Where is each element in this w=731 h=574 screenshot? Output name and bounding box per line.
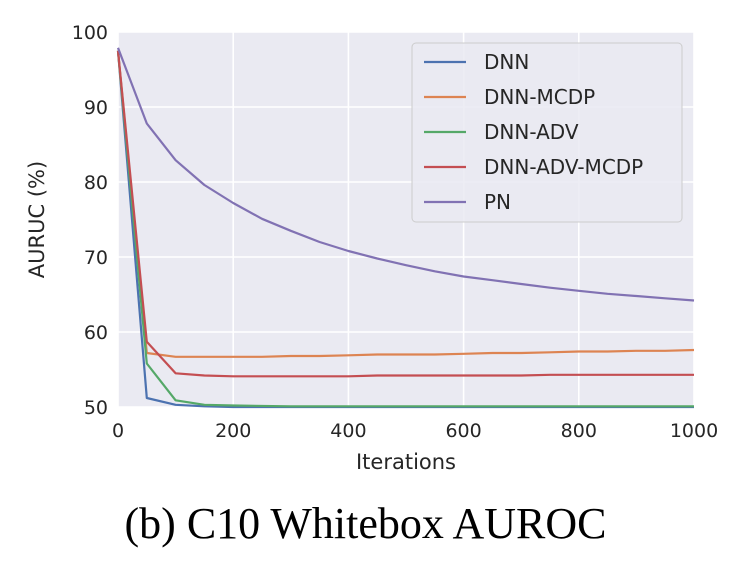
y-tick-label: 60 — [84, 322, 108, 344]
legend-entry: DNN-ADV-MCDP — [484, 155, 643, 179]
legend-entry: DNN — [484, 50, 529, 74]
y-tick-label: 90 — [84, 97, 108, 119]
series-lines — [116, 47, 695, 409]
series-line-dnn-mcdp — [116, 50, 695, 358]
series-line-pn — [116, 47, 695, 302]
x-axis-label: Iterations — [356, 450, 456, 474]
figure-caption: (b) C10 Whitebox AUROC — [124, 499, 607, 548]
x-tick-label: 200 — [215, 420, 251, 442]
x-axis-ticks: 0 200 400 600 800 1000 — [112, 420, 718, 442]
y-tick-label: 80 — [84, 172, 108, 194]
y-tick-label: 100 — [72, 22, 108, 44]
y-axis-label: AURUC (%) — [25, 161, 49, 278]
x-tick-label: 800 — [561, 420, 597, 442]
y-tick-label: 70 — [84, 247, 108, 269]
series-line-dnn-adv-mcdp — [116, 50, 694, 378]
legend-box — [411, 42, 683, 223]
x-tick-label: 400 — [330, 420, 366, 442]
legend-entry: PN — [484, 190, 511, 214]
legend-entry: DNN-ADV — [484, 120, 579, 144]
legend: DNN DNN-MCDP DNN-ADV DNN-ADV-MCDP PN — [411, 42, 683, 223]
x-tick-label: 0 — [112, 420, 124, 442]
y-tick-label: 50 — [84, 397, 108, 419]
legend-entry: DNN-MCDP — [484, 85, 595, 109]
x-tick-label: 1000 — [670, 420, 718, 442]
x-tick-label: 600 — [445, 420, 481, 442]
y-axis-ticks: 50 60 70 80 90 100 — [72, 22, 108, 419]
series-line-dnn-adv — [116, 50, 694, 408]
line-chart: 0 200 400 600 800 1000 50 60 70 80 90 100 Iteratio… — [25, 22, 718, 474]
